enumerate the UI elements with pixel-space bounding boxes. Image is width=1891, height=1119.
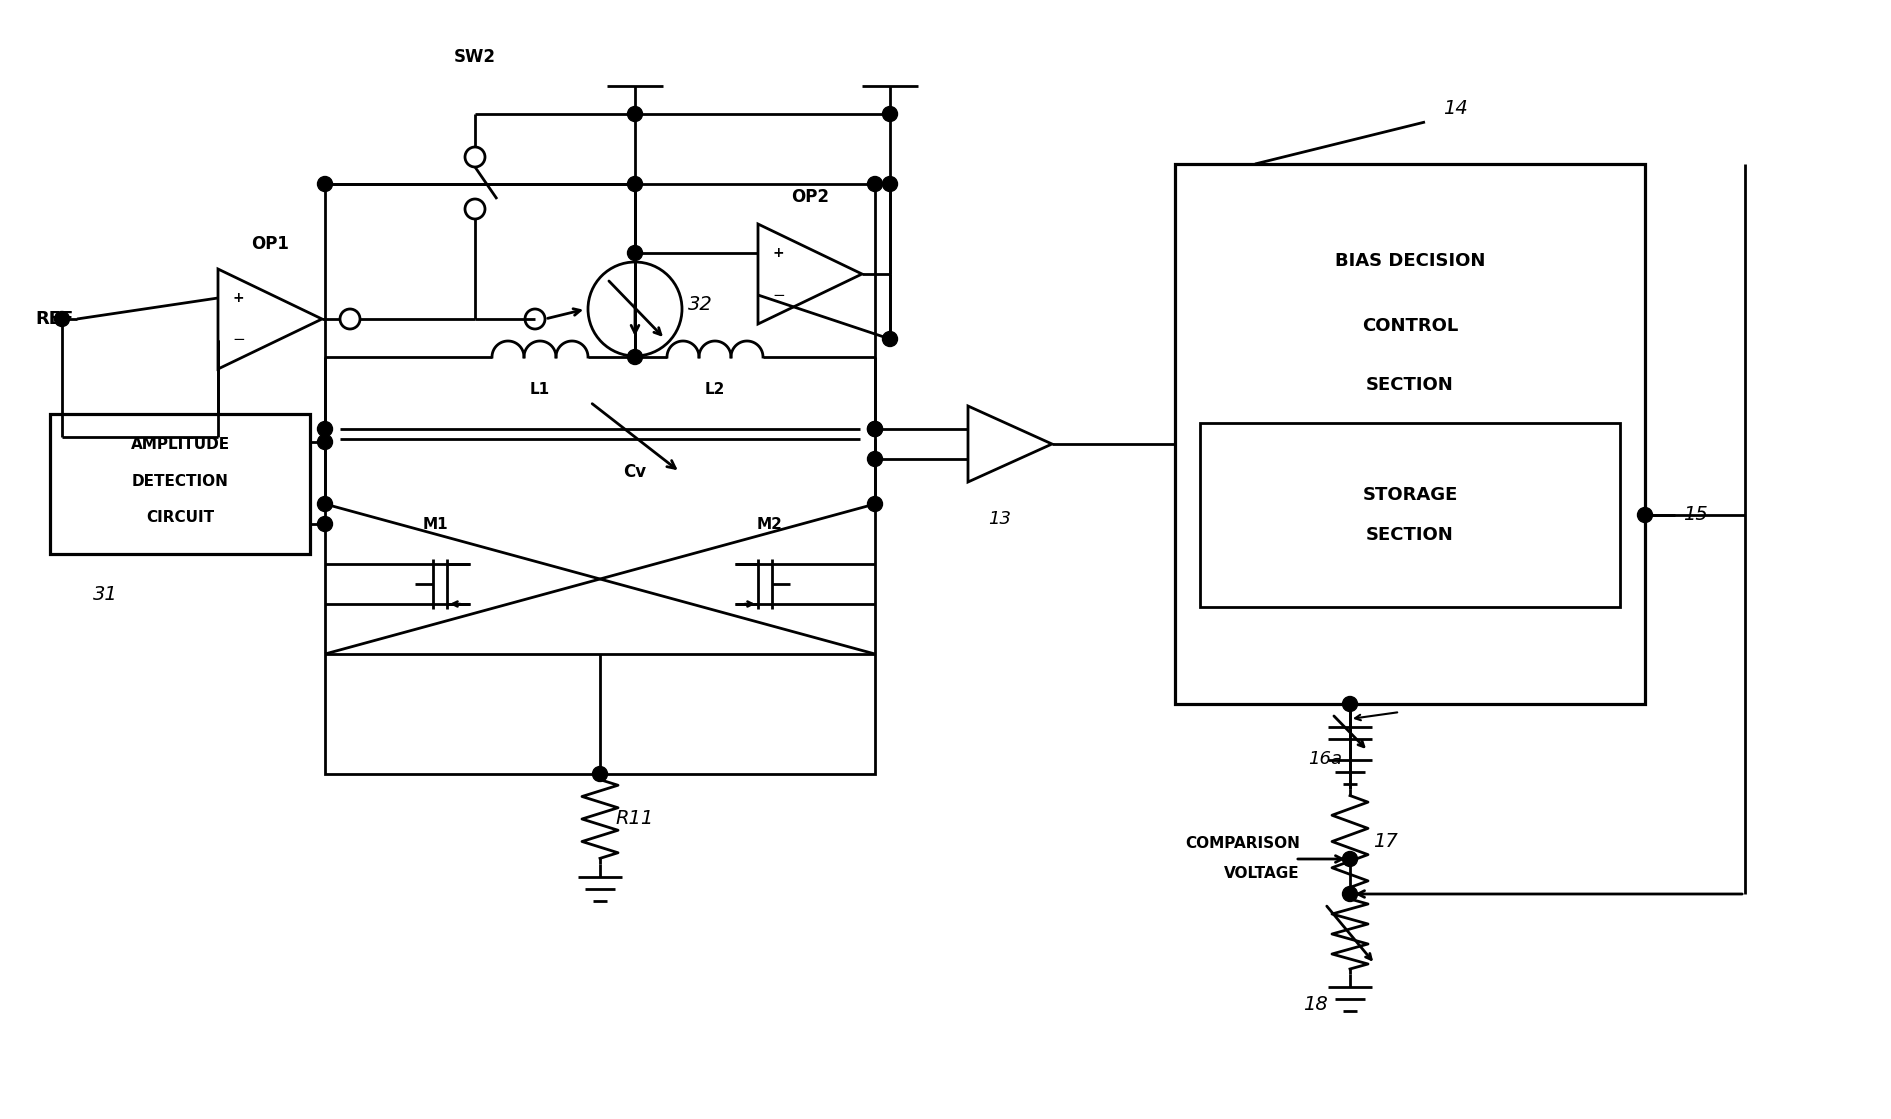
Text: CIRCUIT: CIRCUIT bbox=[146, 510, 214, 525]
Circle shape bbox=[868, 451, 883, 467]
Circle shape bbox=[1638, 508, 1653, 523]
Text: M1: M1 bbox=[422, 517, 448, 532]
Text: OP2: OP2 bbox=[790, 188, 828, 206]
Circle shape bbox=[628, 106, 643, 122]
Text: BIAS DECISION: BIAS DECISION bbox=[1335, 252, 1484, 270]
Circle shape bbox=[1343, 696, 1358, 712]
Text: 17: 17 bbox=[1373, 833, 1397, 852]
Circle shape bbox=[883, 106, 898, 122]
Text: 16a: 16a bbox=[1309, 750, 1343, 768]
Text: M2: M2 bbox=[756, 517, 783, 532]
Text: L1: L1 bbox=[529, 382, 550, 396]
Text: −: − bbox=[233, 332, 246, 348]
Text: CONTROL: CONTROL bbox=[1362, 317, 1458, 335]
Circle shape bbox=[868, 422, 883, 436]
Circle shape bbox=[318, 434, 333, 450]
Circle shape bbox=[318, 497, 333, 511]
Text: −: − bbox=[772, 288, 785, 302]
Bar bbox=[325, 184, 876, 774]
Circle shape bbox=[1343, 852, 1358, 866]
Text: STORAGE: STORAGE bbox=[1362, 486, 1458, 504]
Text: 13: 13 bbox=[989, 510, 1012, 528]
Circle shape bbox=[318, 517, 333, 532]
Circle shape bbox=[592, 767, 607, 781]
Text: +: + bbox=[233, 291, 244, 305]
Bar bbox=[49, 414, 310, 554]
Circle shape bbox=[318, 422, 333, 436]
Text: COMPARISON: COMPARISON bbox=[1186, 837, 1299, 852]
Text: 32: 32 bbox=[688, 294, 713, 313]
Bar bbox=[1201, 423, 1621, 606]
Text: SECTION: SECTION bbox=[1365, 376, 1454, 394]
Circle shape bbox=[868, 177, 883, 191]
Circle shape bbox=[318, 177, 333, 191]
Circle shape bbox=[868, 497, 883, 511]
Circle shape bbox=[628, 349, 643, 365]
Circle shape bbox=[883, 331, 898, 347]
Circle shape bbox=[628, 245, 643, 261]
Circle shape bbox=[628, 177, 643, 191]
Circle shape bbox=[883, 177, 898, 191]
Text: 14: 14 bbox=[1443, 100, 1467, 119]
Text: 31: 31 bbox=[93, 584, 117, 603]
Text: Cv: Cv bbox=[624, 463, 647, 481]
Text: OP1: OP1 bbox=[252, 235, 289, 253]
Circle shape bbox=[55, 311, 70, 327]
Circle shape bbox=[1343, 886, 1358, 902]
Circle shape bbox=[868, 422, 883, 436]
Text: VOLTAGE: VOLTAGE bbox=[1223, 866, 1299, 882]
Text: +: + bbox=[773, 246, 785, 260]
Text: L2: L2 bbox=[705, 382, 724, 396]
Text: 15: 15 bbox=[1683, 506, 1708, 525]
Text: REF: REF bbox=[36, 310, 74, 328]
Text: R11: R11 bbox=[616, 809, 654, 828]
Text: SECTION: SECTION bbox=[1365, 526, 1454, 544]
Text: 18: 18 bbox=[1303, 995, 1327, 1014]
Text: SW2: SW2 bbox=[454, 48, 495, 66]
Bar bbox=[1174, 164, 1645, 704]
Text: DETECTION: DETECTION bbox=[132, 473, 229, 489]
Text: AMPLITUDE: AMPLITUDE bbox=[130, 438, 229, 452]
